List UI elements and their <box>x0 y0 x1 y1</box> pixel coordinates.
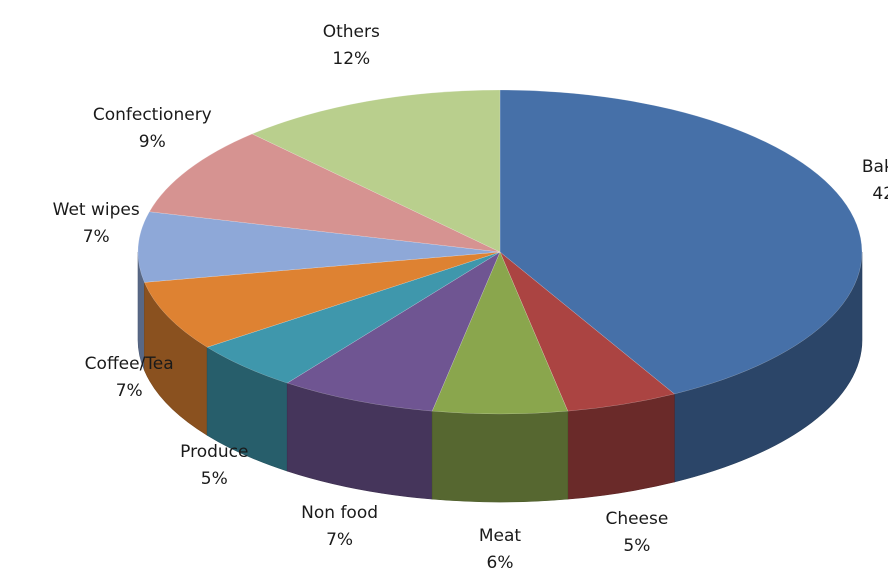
data-label-percent: 7% <box>82 226 110 247</box>
data-label-wet-wipes: Wet wipes 7% <box>53 197 140 251</box>
data-label-bakery: Bakery 42% <box>862 154 888 208</box>
data-label-percent: 7% <box>115 380 143 401</box>
pie-slice-others <box>251 89 501 253</box>
data-label-cheese: Cheese 5% <box>605 506 668 560</box>
pie-slice-non-food <box>286 251 501 412</box>
data-label-percent: 5% <box>200 469 228 490</box>
pie-slice-wet-wipes <box>137 211 501 283</box>
data-label-percent: 9% <box>138 132 166 153</box>
pie-slice-meat <box>431 251 569 415</box>
data-label-name: Bakery <box>861 156 888 177</box>
data-label-name: Non food <box>301 502 379 523</box>
data-label-percent: 12% <box>332 48 371 69</box>
pie-slice-confectionery <box>148 133 501 253</box>
data-label-others: Others 12% <box>323 19 380 73</box>
pie-slice-coffee-tea <box>144 251 501 348</box>
data-label-percent: 42% <box>872 183 888 204</box>
pie-top-faces <box>137 89 863 415</box>
data-label-meat: Meat 6% <box>479 523 521 577</box>
data-label-percent: 5% <box>623 536 651 557</box>
pie-slice-cheese <box>499 251 675 412</box>
data-label-non-food: Non food 7% <box>301 500 378 554</box>
data-label-produce: Produce 5% <box>180 439 248 493</box>
data-label-name: Meat <box>478 526 522 546</box>
data-label-coffee-tea: Coffee/Tea 7% <box>85 351 174 405</box>
pie-slice-produce <box>206 251 501 384</box>
pie-side-walls <box>137 251 863 503</box>
data-label-name: Cheese <box>605 509 669 530</box>
data-label-name: Produce <box>180 442 249 463</box>
data-label-percent: 6% <box>486 553 514 573</box>
pie-side-meat <box>431 410 569 503</box>
data-label-name: Confectionery <box>92 105 212 126</box>
data-label-percent: 7% <box>326 529 354 550</box>
data-label-name: Wet wipes <box>52 199 140 220</box>
data-label-name: Others <box>322 21 380 42</box>
data-label-confectionery: Confectionery 9% <box>93 102 212 156</box>
pie-slice-bakery <box>499 89 863 395</box>
data-label-name: Coffee/Tea <box>84 353 174 374</box>
